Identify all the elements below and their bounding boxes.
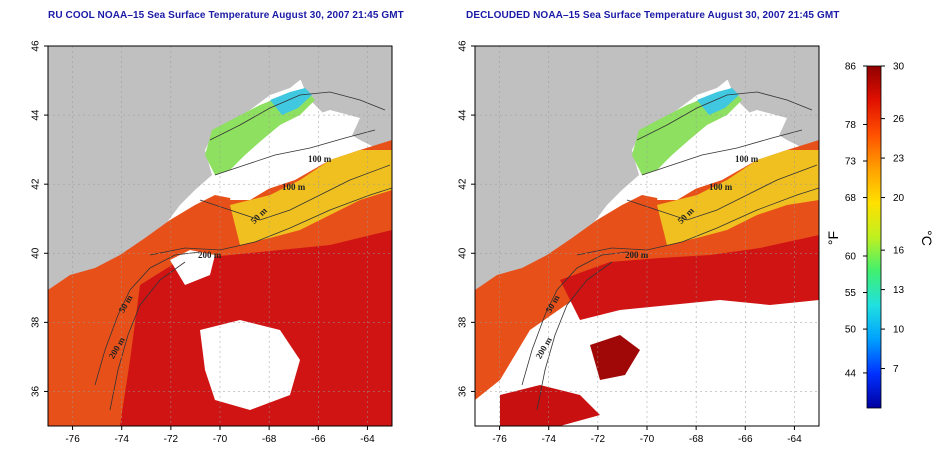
contour-label: 200 m bbox=[625, 250, 649, 260]
sst-map-left: 100 m 100 m 50 m 200 m 50 m 200 m bbox=[48, 46, 392, 426]
axes-right: -76 -74 -72 -70 -68 -66 -64 36 38 40 42 44 46 bbox=[458, 40, 802, 445]
cloud-cover bbox=[657, 110, 787, 200]
y-tick-label: 46 bbox=[458, 40, 469, 52]
y-tick-label: 40 bbox=[31, 247, 42, 259]
y-tick-label: 42 bbox=[458, 178, 469, 190]
bathymetry-contours bbox=[521, 91, 819, 411]
panel-title-left: RU COOL NOAA–15 Sea Surface Temperature … bbox=[48, 10, 404, 21]
x-tick-label: -72 bbox=[591, 434, 606, 445]
cloud-cover bbox=[230, 110, 360, 200]
celsius-tick-label: 23 bbox=[893, 154, 905, 165]
celsius-tick-label: 13 bbox=[893, 285, 905, 296]
sst-front bbox=[657, 150, 819, 245]
fahrenheit-tick-label: 73 bbox=[845, 157, 857, 168]
axes-left: -76 -74 -72 -70 -68 -66 -64 36 38 40 42 44 46 bbox=[31, 40, 375, 445]
celsius-tick-label: 10 bbox=[893, 325, 905, 336]
contour-label: 200 m bbox=[198, 250, 222, 260]
fahrenheit-tick-label: 78 bbox=[845, 120, 857, 131]
colorbar bbox=[866, 65, 882, 409]
x-tick-label: -76 bbox=[65, 434, 80, 445]
x-tick-label: -68 bbox=[262, 434, 277, 445]
x-tick-label: -70 bbox=[213, 434, 228, 445]
fahrenheit-tick-label: 50 bbox=[845, 325, 857, 336]
x-tick-label: -64 bbox=[787, 434, 802, 445]
land-mass bbox=[475, 46, 819, 390]
y-tick-label: 38 bbox=[31, 316, 42, 328]
celsius-tick-label: 30 bbox=[893, 62, 905, 73]
sst-front bbox=[230, 150, 392, 245]
y-tick-label: 40 bbox=[458, 247, 469, 259]
sst-hot-water bbox=[590, 335, 640, 380]
graticule bbox=[475, 46, 819, 426]
sst-hot-water bbox=[560, 235, 819, 320]
x-tick-label: -70 bbox=[640, 434, 655, 445]
celsius-tick-label: 16 bbox=[893, 246, 905, 257]
land-mass bbox=[48, 46, 392, 390]
y-tick-label: 46 bbox=[31, 40, 42, 52]
fahrenheit-label: °F bbox=[825, 231, 841, 245]
fahrenheit-tick-label: 55 bbox=[845, 288, 857, 299]
colorbar-ticks: 30 86 26 78 23 73 20 68 16 60 13 55 10 50 7 44 bbox=[845, 62, 905, 380]
x-tick-label: -76 bbox=[492, 434, 507, 445]
contour-label: 100 m bbox=[709, 182, 733, 192]
bathymetry-contours bbox=[94, 91, 392, 411]
contour-label: 100 m bbox=[282, 182, 306, 192]
fahrenheit-tick-label: 60 bbox=[845, 252, 857, 263]
y-tick-label: 38 bbox=[458, 316, 469, 328]
contour-label: 100 m bbox=[735, 154, 759, 164]
x-tick-label: -72 bbox=[164, 434, 179, 445]
graticule bbox=[48, 46, 392, 426]
celsius-tick-label: 26 bbox=[893, 114, 905, 125]
land-mass bbox=[727, 60, 819, 150]
x-tick-label: -74 bbox=[114, 434, 129, 445]
y-tick-label: 44 bbox=[31, 109, 42, 121]
y-tick-label: 44 bbox=[458, 109, 469, 121]
celsius-tick-label: 20 bbox=[893, 193, 905, 204]
celsius-tick-label: 7 bbox=[893, 364, 899, 375]
y-tick-label: 36 bbox=[31, 385, 42, 397]
x-tick-label: -66 bbox=[738, 434, 753, 445]
fahrenheit-tick-label: 68 bbox=[845, 193, 857, 204]
celsius-label: °C bbox=[919, 230, 935, 246]
y-tick-label: 36 bbox=[458, 385, 469, 397]
x-tick-label: -64 bbox=[360, 434, 375, 445]
sst-hot-water bbox=[500, 385, 600, 426]
cloud-cover bbox=[530, 305, 819, 426]
cloud-cover bbox=[170, 250, 215, 285]
sst-map-right: 100 m 100 m 50 m 200 m 50 m 200 m bbox=[475, 46, 819, 426]
contour-label: 100 m bbox=[308, 154, 332, 164]
x-tick-label: -68 bbox=[689, 434, 704, 445]
cloud-cover bbox=[200, 320, 300, 410]
panel-title-right: DECLOUDED NOAA–15 Sea Surface Temperatur… bbox=[466, 10, 840, 21]
fahrenheit-tick-label: 86 bbox=[845, 62, 857, 73]
x-tick-label: -66 bbox=[311, 434, 326, 445]
fahrenheit-tick-label: 44 bbox=[845, 368, 857, 379]
land-mass bbox=[300, 60, 392, 150]
x-tick-label: -74 bbox=[541, 434, 556, 445]
y-tick-label: 42 bbox=[31, 178, 42, 190]
